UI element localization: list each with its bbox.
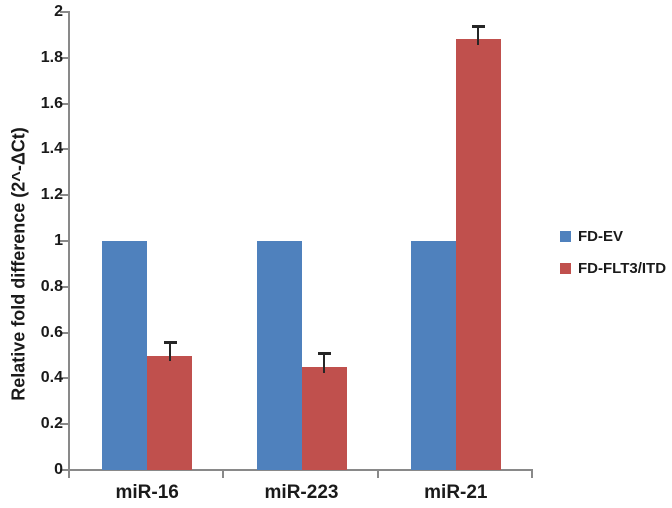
- bar-fd-flt3-itd-mir-16: [147, 355, 193, 470]
- y-tick-label: 1.6: [40, 94, 63, 112]
- y-tick: [60, 469, 68, 471]
- y-tick-label: 0.4: [40, 369, 63, 387]
- x-axis-line: [68, 469, 533, 471]
- x-axis-label-mir-21: miR-21: [424, 482, 488, 503]
- x-axis-label-mir-16: miR-16: [115, 482, 179, 503]
- bar-fd-flt3-itd-mir-21: [455, 39, 501, 470]
- y-tick-label: 1: [54, 232, 63, 249]
- bar-fd-ev-mir-21: [410, 241, 456, 470]
- y-tick: [60, 11, 68, 13]
- error-bar-mir-223: [323, 353, 325, 373]
- y-tick: [60, 240, 68, 242]
- x-tick: [531, 470, 533, 478]
- error-bar-cap-mir-16: [163, 340, 177, 344]
- y-tick-label: 0.8: [40, 277, 63, 295]
- y-tick-label: 0.2: [40, 415, 63, 433]
- y-tick: [60, 331, 68, 334]
- y-tick-label: 1.2: [40, 186, 63, 204]
- legend: FD-EV FD-FLT3/ITD: [560, 229, 666, 276]
- y-axis-line: [68, 11, 70, 470]
- error-bar-cap-mir-223: [318, 352, 331, 356]
- x-tick: [376, 470, 379, 478]
- legend-label-fd-flt3-itd: FD-FLT3/ITD: [578, 260, 667, 277]
- x-tick: [68, 470, 70, 478]
- error-bar-mir-21: [477, 25, 480, 46]
- bar-fd-ev-mir-223: [256, 241, 302, 470]
- y-tick-label: 1.8: [40, 48, 63, 66]
- y-tick-label: 2: [54, 3, 63, 20]
- legend-label-fd-ev: FD-EV: [578, 228, 623, 245]
- y-tick: [60, 102, 68, 105]
- y-axis-title: Relative fold difference (2^-ΔCt): [8, 127, 29, 401]
- bar-fd-ev-mir-16: [102, 241, 148, 470]
- y-tick: [60, 377, 68, 380]
- y-tick-label: 0: [54, 461, 63, 478]
- y-tick: [60, 423, 68, 426]
- legend-swatch-fd-ev: [560, 231, 571, 242]
- error-bar-cap-mir-21: [472, 24, 486, 28]
- y-tick-label: 0.6: [40, 323, 63, 341]
- error-bar-mir-16: [168, 341, 171, 362]
- y-tick: [60, 56, 68, 59]
- legend-item-fd-flt3-itd: FD-FLT3/ITD: [560, 261, 666, 276]
- legend-swatch-fd-flt3-itd: [560, 263, 571, 274]
- y-tick: [60, 285, 68, 288]
- y-tick-label: 1.4: [40, 140, 63, 158]
- x-axis-label-mir-223: miR-223: [264, 482, 339, 503]
- legend-item-fd-ev: FD-EV: [560, 229, 666, 244]
- bar-fd-flt3-itd-mir-223: [301, 366, 347, 470]
- x-tick: [222, 470, 225, 478]
- y-tick: [60, 194, 68, 197]
- y-tick: [60, 148, 68, 151]
